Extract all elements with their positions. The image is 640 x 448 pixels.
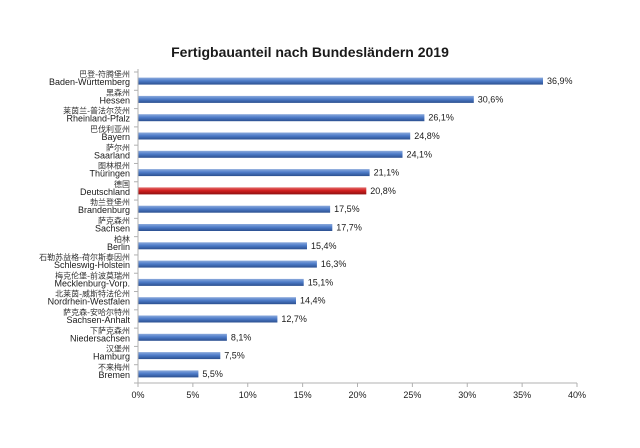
x-tick-label: 35%	[513, 390, 531, 400]
data-label: 17,7%	[336, 223, 362, 233]
x-tick-label: 15%	[294, 390, 312, 400]
category-label-zh: 巴登-符腾堡州	[79, 69, 130, 79]
x-tick-label: 0%	[131, 390, 144, 400]
category-label-de: Hessen	[99, 95, 130, 105]
category-label-de: Baden-Württemberg	[49, 77, 130, 87]
bar-th-ringen	[138, 169, 370, 177]
category-label-de: Berlin	[107, 242, 130, 252]
bar-mecklenburg-vorp-	[138, 278, 304, 286]
category-label-zh: 德国	[114, 179, 130, 189]
category-label-zh: 萨克森-安哈尔特州	[63, 307, 130, 317]
data-label: 36,9%	[547, 76, 573, 86]
category-label-zh: 图林根州	[98, 161, 130, 171]
category-label-de: Hamburg	[93, 352, 130, 362]
bar-bremen	[138, 370, 199, 378]
category-label-de: Sachsen	[95, 224, 130, 234]
category-label-zh: 黑森州	[106, 87, 130, 97]
data-label: 14,4%	[300, 296, 326, 306]
category-label-de: Thüringen	[89, 169, 130, 179]
x-tick-label: 40%	[568, 390, 586, 400]
bar-hamburg	[138, 352, 221, 360]
category-label-de: Mecklenburg-Vorp.	[54, 278, 130, 288]
bar-brandenburg	[138, 205, 331, 213]
category-label-zh: 柏林	[114, 234, 130, 244]
category-label-de: Saarland	[94, 150, 130, 160]
data-label: 26,1%	[428, 113, 454, 123]
category-label-de: Bremen	[98, 370, 130, 380]
data-label: 16,3%	[321, 259, 347, 269]
bar-hessen	[138, 95, 474, 103]
data-label: 24,1%	[407, 149, 433, 159]
category-label-zh: 汉堡州	[106, 344, 130, 354]
bar-bayern	[138, 132, 411, 140]
category-label-de: Schleswig-Holstein	[54, 260, 130, 270]
data-label: 15,4%	[311, 241, 337, 251]
category-label-de: Sachsen-Anhalt	[66, 315, 130, 325]
data-label: 17,5%	[334, 204, 360, 214]
data-label: 21,1%	[374, 168, 400, 178]
data-label: 30,6%	[478, 94, 504, 104]
bar-berlin	[138, 242, 307, 250]
category-label-de: Deutschland	[80, 187, 130, 197]
category-label-zh: 勃兰登堡州	[90, 197, 130, 207]
x-tick-label: 5%	[186, 390, 199, 400]
bar-deutschland	[138, 187, 367, 195]
data-label: 15,1%	[308, 277, 334, 287]
x-tick-label: 10%	[239, 390, 257, 400]
category-label-zh: 萨克森州	[98, 216, 130, 226]
category-label-de: Rheinland-Pfalz	[66, 114, 130, 124]
category-label-zh: 梅克伦堡-前波莫瑞州	[55, 270, 130, 280]
data-label: 8,1%	[231, 332, 252, 342]
data-label: 24,8%	[414, 131, 440, 141]
x-tick-label: 25%	[403, 390, 421, 400]
chart-title: Fertigbauanteil nach Bundesländern 2019	[171, 44, 449, 60]
bar-schleswig-holstein	[138, 260, 317, 268]
x-tick-label: 20%	[348, 390, 366, 400]
category-label-zh: 莱茵兰-普法尔茨州	[63, 106, 130, 116]
bar-nordrhein-westfalen	[138, 297, 296, 305]
category-label-zh: 石勒苏益格-荷尔斯泰因州	[39, 252, 130, 262]
bar-rheinland-pfalz	[138, 114, 425, 122]
bar-saarland	[138, 150, 403, 158]
category-label-de: Nordrhein-Westfalen	[48, 297, 130, 307]
category-label-zh: 不来梅州	[98, 362, 130, 372]
category-label-zh: 萨尔州	[106, 142, 130, 152]
bar-niedersachsen	[138, 333, 227, 341]
bar-baden-w-rttemberg	[138, 77, 543, 85]
data-label: 7,5%	[224, 351, 245, 361]
category-label-zh: 北莱茵-威斯特法伦州	[55, 289, 130, 299]
x-tick-label: 30%	[458, 390, 476, 400]
category-label-de: Bayern	[101, 132, 130, 142]
category-label-de: Niedersachsen	[70, 333, 130, 343]
bar-sachsen-anhalt	[138, 315, 278, 323]
category-label-zh: 下萨克森州	[90, 325, 130, 335]
data-label: 20,8%	[370, 186, 396, 196]
data-label: 12,7%	[281, 314, 307, 324]
category-label-de: Brandenburg	[78, 205, 130, 215]
category-label-zh: 巴伐利亚州	[90, 124, 130, 134]
data-label: 5,5%	[202, 369, 223, 379]
bar-sachsen	[138, 224, 333, 231]
